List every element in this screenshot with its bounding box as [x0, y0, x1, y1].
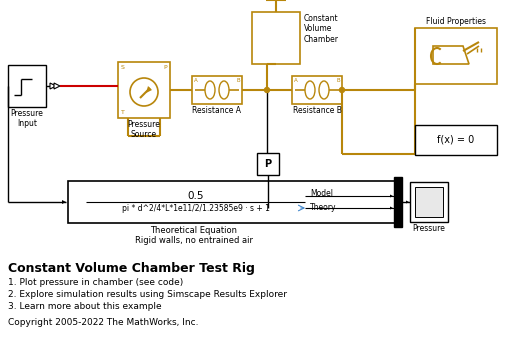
Text: B: B: [236, 78, 240, 83]
Text: Fluid Properties: Fluid Properties: [426, 17, 486, 26]
Bar: [68, 181, 400, 223]
Text: Pressure: Pressure: [413, 224, 445, 233]
Bar: [257, 153, 279, 175]
Polygon shape: [390, 195, 393, 197]
Text: S: S: [121, 65, 125, 70]
Bar: [8, 65, 46, 107]
Bar: [292, 76, 342, 104]
Bar: [394, 177, 402, 227]
Polygon shape: [62, 200, 66, 204]
Text: Theoretical Equation: Theoretical Equation: [151, 226, 238, 235]
Text: Pressure
Source: Pressure Source: [128, 120, 160, 139]
Text: B: B: [336, 78, 340, 83]
Polygon shape: [406, 200, 409, 204]
Bar: [192, 76, 242, 104]
Text: Pressure
Input: Pressure Input: [11, 109, 43, 129]
Text: Copyright 2005-2022 The MathWorks, Inc.: Copyright 2005-2022 The MathWorks, Inc.: [8, 318, 199, 327]
Polygon shape: [54, 83, 60, 89]
Text: 0.5: 0.5: [187, 191, 204, 201]
Text: 3. Learn more about this example: 3. Learn more about this example: [8, 302, 162, 311]
Text: Rigid walls, no entrained air: Rigid walls, no entrained air: [135, 236, 253, 245]
Text: A: A: [194, 78, 198, 83]
Bar: [415, 187, 443, 217]
Bar: [415, 125, 497, 155]
Text: Theory: Theory: [310, 204, 336, 213]
Bar: [415, 28, 497, 84]
Text: 2. Explore simulation results using Simscape Results Explorer: 2. Explore simulation results using Sims…: [8, 290, 287, 299]
Text: T: T: [121, 110, 125, 115]
Text: Model: Model: [310, 190, 333, 199]
Text: P: P: [163, 65, 167, 70]
Text: 1. Plot pressure in chamber (see code): 1. Plot pressure in chamber (see code): [8, 278, 183, 287]
Circle shape: [340, 88, 345, 93]
Text: f(x) = 0: f(x) = 0: [437, 135, 474, 145]
Bar: [252, 12, 300, 64]
Bar: [410, 182, 448, 222]
Text: A: A: [294, 78, 298, 83]
Text: Constant
Volume
Chamber: Constant Volume Chamber: [304, 14, 339, 44]
Text: Constant Volume Chamber Test Rig: Constant Volume Chamber Test Rig: [8, 262, 255, 275]
Polygon shape: [390, 206, 393, 210]
Text: P: P: [265, 159, 272, 169]
Text: Resistance A: Resistance A: [192, 106, 241, 115]
Text: pi * d^2/4*L*1e11/2/1.23585e9 · s + 1: pi * d^2/4*L*1e11/2/1.23585e9 · s + 1: [122, 204, 269, 213]
Polygon shape: [146, 86, 152, 93]
Polygon shape: [50, 83, 56, 89]
Text: Resistance B: Resistance B: [293, 106, 342, 115]
Circle shape: [265, 88, 269, 93]
Bar: [118, 62, 170, 118]
